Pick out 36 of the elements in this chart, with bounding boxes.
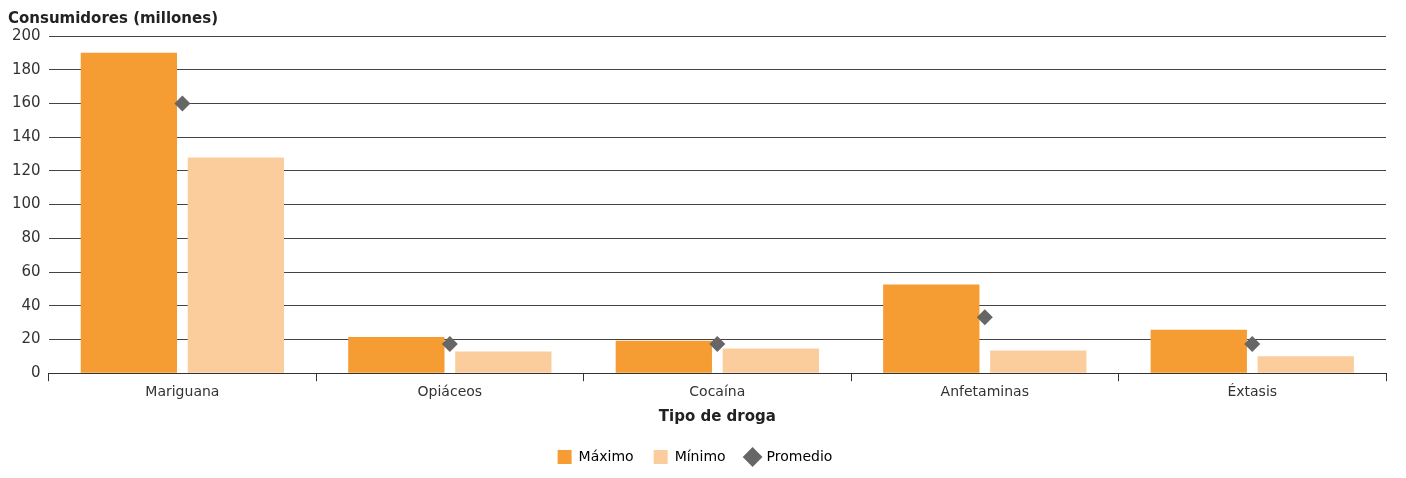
y-tick-label: 180 (11, 59, 41, 78)
y-tick-label: 160 (11, 93, 41, 112)
legend-label: Promedio (766, 447, 833, 464)
y-tick-label: 40 (21, 295, 41, 314)
bar (722, 348, 819, 373)
y-tick-label: 60 (21, 261, 41, 280)
bar (615, 340, 712, 373)
point (709, 336, 726, 353)
y-tick-label: 80 (21, 228, 41, 247)
y-tick-label: 120 (11, 160, 41, 179)
y-tick-label: 100 (11, 194, 41, 213)
bar (1150, 329, 1247, 373)
x-tick-label: Mariguana (145, 383, 220, 400)
x-axis-title: Tipo de droga (658, 406, 776, 425)
bar (348, 336, 445, 373)
bar (883, 284, 980, 373)
y-tick-label: 140 (11, 127, 41, 146)
legend-label: Mínimo (674, 447, 726, 464)
x-tick-label: Anfetaminas (940, 383, 1029, 400)
point (976, 309, 993, 326)
bar (455, 351, 552, 373)
x-tick-label: Opiáceos (417, 383, 483, 400)
y-tick-label: 0 (31, 363, 41, 382)
y-tick-label: 20 (21, 329, 41, 348)
x-tick-label: Cocaína (689, 383, 746, 400)
bar (1257, 356, 1354, 373)
x-tick-label: Éxtasis (1227, 383, 1278, 400)
point (441, 336, 458, 353)
legend-label: Máximo (578, 447, 634, 464)
bar (80, 52, 178, 373)
bar (187, 157, 285, 373)
y-tick-label: 200 (11, 25, 41, 44)
point (1244, 336, 1261, 353)
point (174, 95, 191, 112)
y-axis-title: Consumidores (millones) (8, 9, 218, 28)
bar (990, 350, 1087, 373)
